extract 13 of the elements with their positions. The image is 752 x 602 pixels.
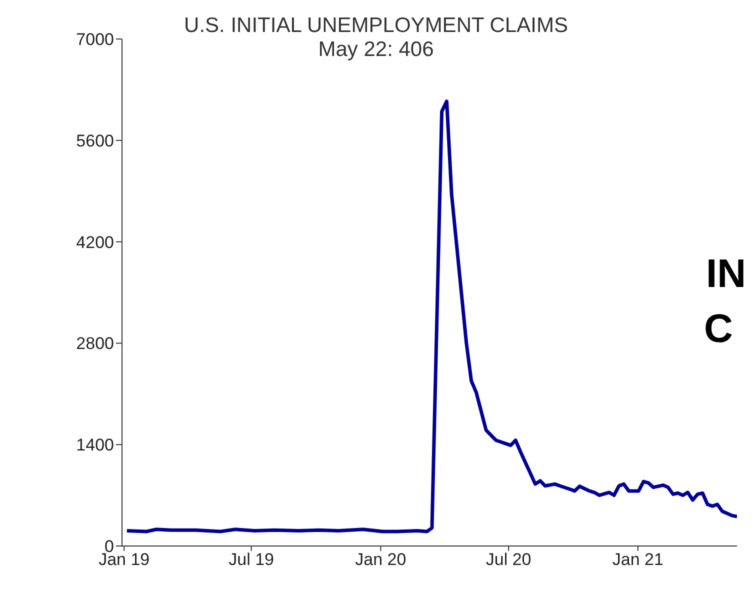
annotation: IN <box>706 252 746 297</box>
y-tick-label: 2800 <box>76 334 114 354</box>
x-tick-label: Jan 21 <box>612 550 664 570</box>
x-tick-label: Jan 20 <box>355 550 406 570</box>
chart-title: U.S. INITIAL UNEMPLOYMENT CLAIMS <box>184 14 568 37</box>
annotation: C <box>704 307 733 352</box>
y-tick-label: 5600 <box>76 131 114 150</box>
y-tick-label: 7000 <box>76 30 114 50</box>
x-tick-label: Jul 19 <box>228 550 274 570</box>
chart-subtitle: May 22: 406 <box>318 38 434 61</box>
y-tick-label: 1400 <box>76 436 114 455</box>
x-tick-label: Jul 20 <box>486 550 532 570</box>
y-tick-label: 4200 <box>76 232 114 252</box>
